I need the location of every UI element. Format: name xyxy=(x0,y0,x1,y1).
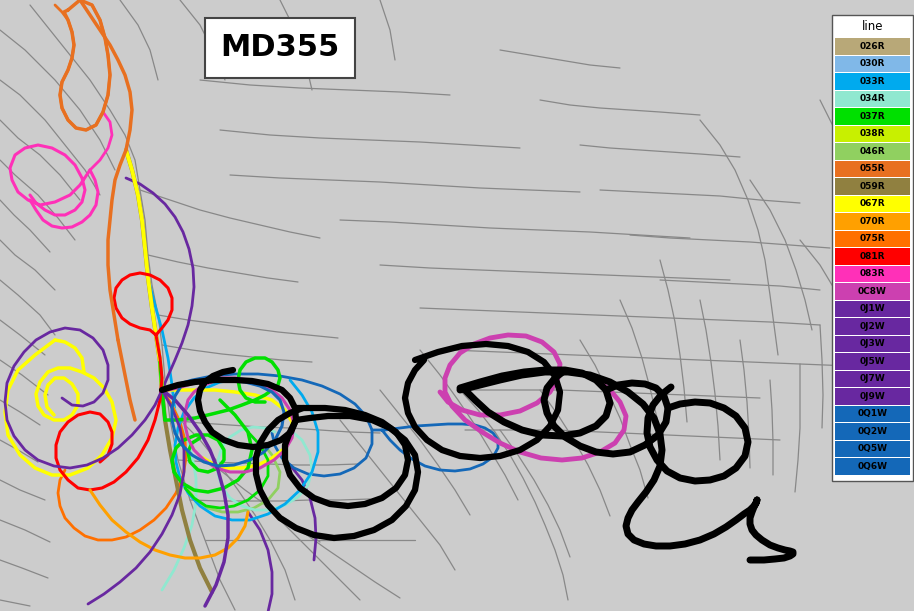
Bar xyxy=(832,15,913,480)
Text: 055R: 055R xyxy=(860,164,886,174)
Bar xyxy=(835,178,910,194)
Bar xyxy=(835,283,910,299)
Text: 0J7W: 0J7W xyxy=(860,375,886,383)
Bar xyxy=(835,318,910,334)
Bar xyxy=(835,301,910,317)
Bar xyxy=(835,248,910,265)
Text: 034R: 034R xyxy=(860,94,886,103)
Text: 038R: 038R xyxy=(860,130,886,138)
Text: 046R: 046R xyxy=(860,147,886,156)
Bar xyxy=(835,213,910,230)
Text: 075R: 075R xyxy=(860,234,886,243)
Text: 030R: 030R xyxy=(860,59,885,68)
Text: 0J1W: 0J1W xyxy=(860,304,886,313)
Text: 0Q1W: 0Q1W xyxy=(857,409,887,419)
Text: 0J5W: 0J5W xyxy=(860,357,886,366)
Text: 033R: 033R xyxy=(860,77,886,86)
Bar xyxy=(835,125,910,142)
Text: 0Q6W: 0Q6W xyxy=(857,462,887,470)
Text: 0Q2W: 0Q2W xyxy=(857,426,887,436)
Text: MD355: MD355 xyxy=(220,34,340,62)
Text: 081R: 081R xyxy=(860,252,886,261)
Bar xyxy=(835,143,910,159)
Bar xyxy=(835,370,910,387)
Bar xyxy=(835,353,910,370)
Bar xyxy=(835,406,910,422)
Bar xyxy=(835,38,910,54)
Bar xyxy=(835,266,910,282)
Text: 026R: 026R xyxy=(860,42,886,51)
Text: 0C8W: 0C8W xyxy=(858,287,887,296)
Text: 067R: 067R xyxy=(860,199,886,208)
Bar xyxy=(835,388,910,404)
Bar xyxy=(835,56,910,72)
Text: 037R: 037R xyxy=(860,112,886,121)
Text: 0J9W: 0J9W xyxy=(860,392,886,401)
Bar xyxy=(835,196,910,212)
Bar xyxy=(835,161,910,177)
Text: 083R: 083R xyxy=(860,269,886,278)
Bar xyxy=(835,335,910,352)
Text: 070R: 070R xyxy=(860,217,886,225)
Text: 0Q5W: 0Q5W xyxy=(857,444,887,453)
Text: 059R: 059R xyxy=(860,181,886,191)
Bar xyxy=(835,90,910,107)
Bar xyxy=(835,230,910,247)
Text: 0J2W: 0J2W xyxy=(860,322,886,331)
Bar xyxy=(835,423,910,439)
Bar xyxy=(835,73,910,89)
Bar xyxy=(835,441,910,457)
Text: line: line xyxy=(862,20,883,32)
Bar xyxy=(835,108,910,125)
Bar xyxy=(835,458,910,475)
Text: 0J3W: 0J3W xyxy=(860,339,886,348)
